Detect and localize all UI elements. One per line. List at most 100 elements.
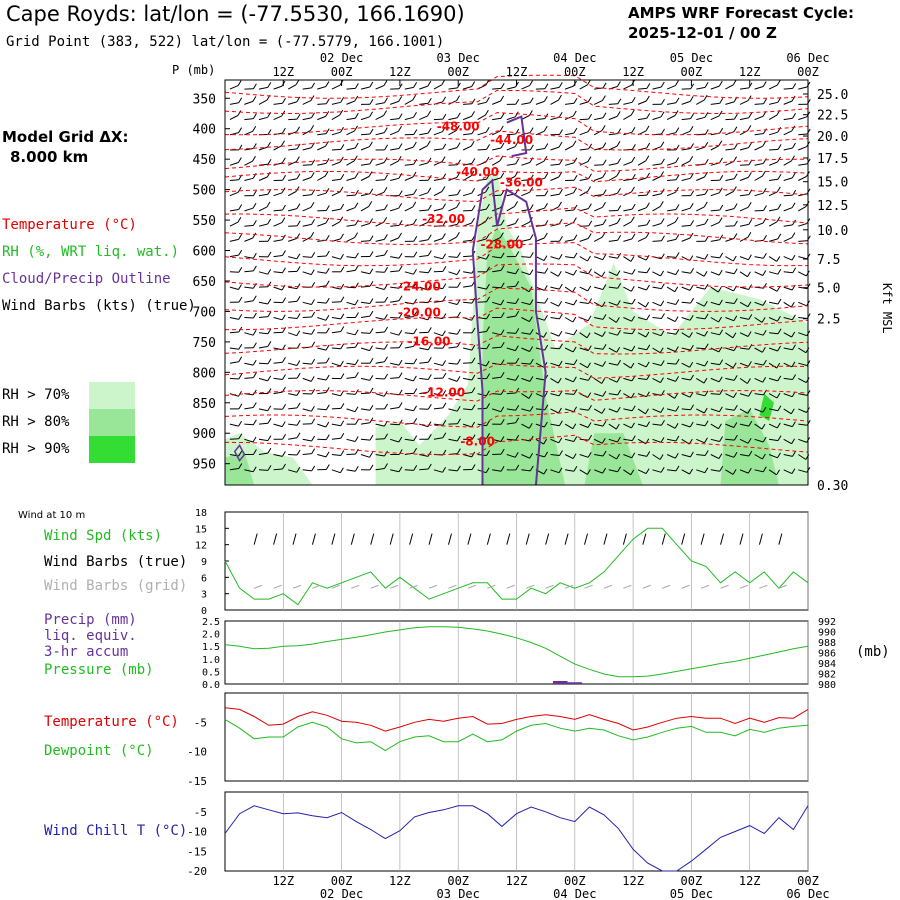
wind-barb-flag	[325, 451, 330, 458]
wind-barb	[594, 164, 604, 166]
wind-barb-flag	[762, 436, 767, 443]
wind-barb	[550, 423, 560, 427]
wind-barb-flag	[660, 467, 665, 473]
wind-barb-flag	[325, 280, 330, 287]
wind-barb	[317, 145, 326, 151]
wind-barb-flag	[747, 271, 751, 277]
wind-barb	[390, 118, 400, 121]
wind-barb	[462, 115, 472, 121]
wind-barb	[346, 362, 356, 366]
wind-barb-flag	[369, 158, 374, 165]
wind-barb-flag	[646, 451, 651, 457]
wind-barb	[258, 193, 268, 197]
wind-barb	[739, 377, 748, 384]
wind-barb	[637, 224, 647, 227]
wind-barb	[637, 286, 647, 291]
wind-barb-flag	[237, 216, 242, 223]
wind-barb	[288, 393, 298, 396]
wind-barb	[579, 84, 588, 90]
wind-barb	[666, 454, 676, 459]
wind-barb	[258, 301, 268, 305]
wind-barb-flag	[719, 466, 724, 472]
wind-barb	[360, 86, 370, 90]
wind-barb-flag	[762, 466, 767, 473]
wind-barb-flag	[528, 110, 533, 116]
wind-barb-flag	[252, 143, 257, 149]
wind-barb	[754, 103, 764, 105]
wind-barb-flag	[369, 328, 374, 334]
wind-barb-flag	[369, 417, 374, 424]
wind-y-tick: 18	[195, 508, 207, 519]
wind-barb	[346, 100, 355, 105]
pressure-y-tick: 988	[818, 638, 836, 649]
wind-barb	[768, 469, 777, 476]
wind-barb	[229, 271, 239, 273]
wind-barb	[565, 393, 575, 395]
wind-barb	[594, 454, 604, 457]
wind-barb	[652, 86, 662, 90]
chart-title: Cape Royds: lat/lon = (-77.5530, 166.169…	[6, 2, 465, 26]
wind-barb	[798, 205, 807, 212]
wind-barb	[564, 332, 575, 336]
wind-barb	[273, 85, 283, 90]
wind-barb	[419, 347, 429, 351]
wind-barb	[710, 85, 720, 90]
wind-barb-flag	[660, 437, 665, 443]
wind-barb	[506, 176, 516, 181]
bottom-hour-label: 00Z	[447, 874, 469, 888]
wind-barb	[375, 286, 385, 290]
wind-barb-flag	[384, 249, 388, 256]
wind-barb-flag	[776, 422, 781, 429]
wind-barb	[302, 147, 312, 151]
wind-barb	[390, 148, 400, 151]
wind-barb-flag	[485, 79, 490, 86]
legend-wind-barbs-grid: Wind Barbs (grid)	[44, 578, 188, 594]
wind-barb	[798, 332, 807, 337]
wind-barb-flag	[544, 344, 549, 351]
wind-barb	[506, 408, 516, 411]
wind-barb	[419, 85, 428, 90]
wind-barb-flag	[369, 310, 374, 317]
wind-barb	[637, 438, 647, 445]
wind-barb	[244, 177, 254, 181]
grid-wind-barb	[370, 584, 379, 589]
wind-barb-flag	[704, 467, 709, 473]
wind-barb	[331, 191, 341, 197]
wind-barb-flag	[238, 249, 243, 256]
wind-barb	[302, 194, 312, 197]
wind-barb-flag	[471, 374, 476, 381]
wind-barb	[608, 286, 618, 289]
wind-barb-flag	[529, 435, 534, 442]
wind-barb	[623, 393, 632, 399]
wind-barb-flag	[529, 299, 534, 305]
wind-barb-flag	[544, 404, 549, 411]
wind-barb-flag	[617, 253, 622, 259]
wind-barb	[390, 362, 400, 366]
wind-barb	[652, 317, 662, 319]
wind-barb-flag	[354, 329, 359, 336]
wind-barb	[506, 315, 516, 318]
wind-barb	[768, 393, 778, 399]
wind-barb	[681, 454, 691, 458]
wind-barb	[477, 101, 487, 105]
pressure-tick-label: 450	[193, 153, 216, 168]
wind-barb-flag	[602, 82, 607, 89]
wind-barb-flag	[353, 155, 358, 162]
wind-barb-flag	[442, 402, 447, 409]
wind-barb-flag	[281, 451, 286, 457]
wind-barb	[521, 238, 531, 242]
wind-barb-flag	[442, 372, 447, 379]
wind-barb	[419, 209, 429, 212]
wind-barb-flag	[630, 392, 635, 399]
wind-barb	[419, 145, 428, 151]
wind-barb	[798, 256, 808, 260]
wind-barb	[273, 102, 283, 105]
wind-barb-flag	[398, 329, 403, 336]
wind-barb	[681, 332, 690, 338]
wind-barb	[652, 163, 662, 166]
wind-barb-flag	[630, 362, 635, 369]
wind-barb	[433, 208, 443, 212]
wind-barb	[331, 178, 341, 181]
wind-barb-flag	[311, 159, 316, 166]
